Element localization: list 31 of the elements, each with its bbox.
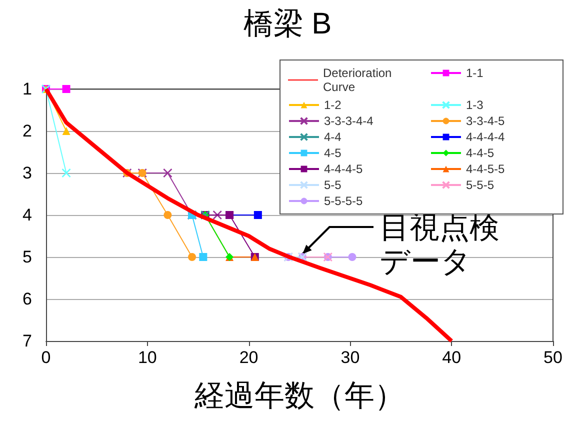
legend-label: 4-4-5-5 [466,162,506,176]
x-tick-label: 50 [544,348,562,367]
x-tick-label: 40 [442,348,462,367]
legend-label: 4-5 [324,146,342,160]
legend-label: 1-1 [466,66,484,80]
y-tick-label: 5 [22,248,32,266]
legend-label: 5-5-5-5 [324,194,364,208]
legend-label: 1-3 [466,98,484,112]
legend-label: 3-3-3-4-4 [324,114,374,128]
x-tick-label: 10 [138,348,157,367]
y-tick-label: 4 [22,206,32,224]
legend-label: 4-4 [324,130,342,144]
legend-label: 5-5 [324,178,342,192]
x-tick-label: 0 [41,348,51,367]
y-tick-label: 3 [22,164,32,182]
legend-label: 4-4-5 [466,146,494,160]
legend-label: 3-3-4-5 [466,114,506,128]
annotation: 目視点検データ [380,212,500,278]
y-tick-label: 7 [22,332,32,350]
y-tick-label: 1 [22,80,32,98]
legend-label: 4-4-4-4 [466,130,506,144]
legend-label: 1-2 [324,98,342,112]
chart-title: 橋梁 B [243,8,332,40]
x-axis-title: 経過年数（年） [194,380,404,412]
legend-label: 5-5-5 [466,178,494,192]
legend-label: 4-4-4-5 [324,162,364,176]
x-tick-label: 20 [239,348,258,367]
x-tick-label: 30 [340,348,360,367]
y-tick-label: 6 [22,290,32,308]
y-tick-label: 2 [22,122,32,140]
legend-label: Deterioration Curve [323,66,392,94]
